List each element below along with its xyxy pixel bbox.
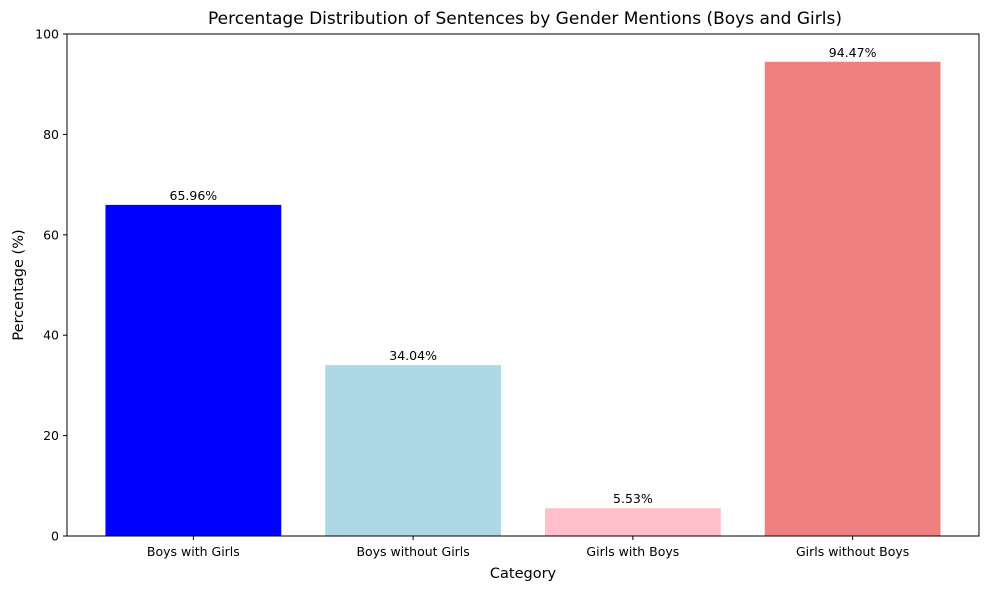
- y-tick-label: 60: [43, 227, 59, 242]
- y-tick-label: 40: [43, 328, 59, 343]
- x-tick-label: Girls without Boys: [796, 544, 909, 559]
- x-axis: Boys with Girls Boys without Girls Girls w…: [147, 536, 909, 559]
- chart-title: Percentage Distribution of Sentences by …: [208, 9, 842, 29]
- y-tick-label: 100: [35, 27, 59, 42]
- y-tick-label: 20: [43, 428, 59, 443]
- bar-4: [764, 61, 941, 536]
- data-labels-group: 65.96% 34.04% 5.53% 94.47%: [170, 45, 877, 506]
- x-tick-label: Boys without Girls: [356, 544, 469, 559]
- x-tick-label: Girls with Boys: [586, 544, 679, 559]
- y-tick-label: 0: [51, 529, 59, 544]
- x-axis-label: Category: [490, 566, 557, 582]
- bar-3: [544, 508, 721, 536]
- y-tick-label: 80: [43, 127, 59, 142]
- bar-1: [105, 204, 282, 536]
- bars-group: [105, 61, 941, 536]
- y-axis: 0 20 40 60 80 100: [35, 27, 67, 544]
- plot-frame: [66, 33, 980, 537]
- bar-2: [325, 365, 502, 536]
- y-axis-label: Percentage (%): [11, 229, 27, 340]
- data-label-4: 94.47%: [829, 45, 877, 60]
- data-label-3: 5.53%: [613, 491, 653, 506]
- data-label-2: 34.04%: [389, 348, 437, 363]
- x-tick-label: Boys with Girls: [147, 544, 240, 559]
- data-label-1: 65.96%: [170, 188, 218, 203]
